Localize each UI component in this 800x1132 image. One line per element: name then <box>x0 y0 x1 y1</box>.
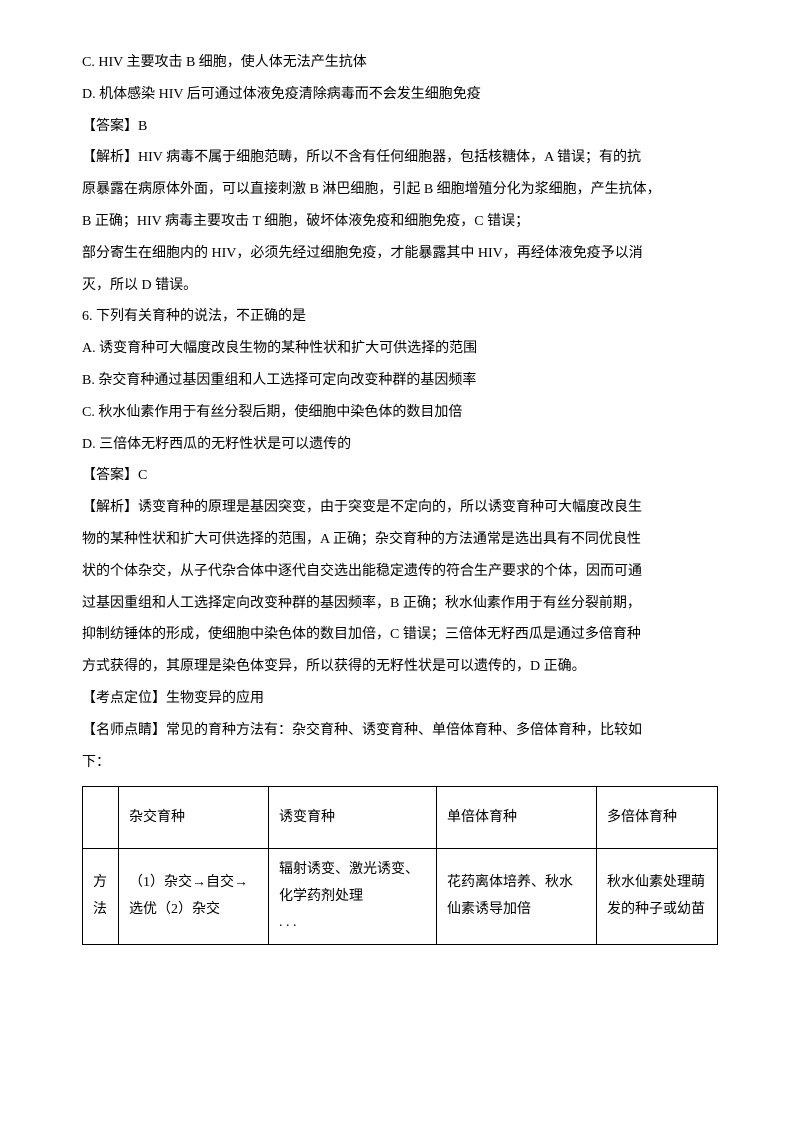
table-cell: （1）杂交→自交→选优（2）杂交 <box>119 849 269 945</box>
option-c: C. HIV 主要攻击 B 细胞，使人体无法产生抗体 <box>82 48 718 79</box>
option-a: A. 诱变育种可大幅度改良生物的某种性状和扩大可供选择的范围 <box>82 334 718 365</box>
option-d: D. 机体感染 HIV 后可通过体液免疫清除病毒而不会发生细胞免疫 <box>82 80 718 111</box>
analysis-line: 原暴露在病原体外面，可以直接刺激 B 淋巴细胞，引起 B 细胞增殖分化为浆细胞，… <box>82 175 718 206</box>
teacher-note: 下： <box>82 748 718 779</box>
table-cell: 多倍体育种 <box>597 787 718 849</box>
cell-text: . . . <box>279 910 426 937</box>
breeding-methods-table: 杂交育种 诱变育种 单倍体育种 多倍体育种 方法 （1）杂交→自交→选优（2）杂… <box>82 786 718 945</box>
answer-label: 【答案】C <box>82 461 718 492</box>
teacher-note: 【名师点睛】常见的育种方法有：杂交育种、诱变育种、单倍体育种、多倍体育种，比较如 <box>82 716 718 747</box>
analysis-line: 灭，所以 D 错误。 <box>82 271 718 302</box>
table-row: 杂交育种 诱变育种 单倍体育种 多倍体育种 <box>83 787 718 849</box>
analysis-line: 【解析】诱变育种的原理是基因突变，由于突变是不定向的，所以诱变育种可大幅度改良生 <box>82 493 718 524</box>
table-cell: 辐射诱变、激光诱变、化学药剂处理 . . . <box>269 849 437 945</box>
analysis-line: 部分寄生在细胞内的 HIV，必须先经过细胞免疫，才能暴露其中 HIV，再经体液免… <box>82 239 718 270</box>
analysis-line: 【解析】HIV 病毒不属于细胞范畴，所以不含有任何细胞器，包括核糖体，A 错误；… <box>82 143 718 174</box>
option-c: C. 秋水仙素作用于有丝分裂后期，使细胞中染色体的数目加倍 <box>82 398 718 429</box>
analysis-line: 方式获得的，其原理是染色体变异，所以获得的无籽性状是可以遗传的，D 正确。 <box>82 652 718 683</box>
analysis-line: 过基因重组和人工选择定向改变种群的基因频率，B 正确；秋水仙素作用于有丝分裂前期… <box>82 589 718 620</box>
table-cell: 杂交育种 <box>119 787 269 849</box>
cell-text: 辐射诱变、激光诱变、化学药剂处理 <box>279 857 426 910</box>
analysis-line: 状的个体杂交，从子代杂合体中逐代自交选出能稳定遗传的符合生产要求的个体，因而可通 <box>82 557 718 588</box>
table-cell: 诱变育种 <box>269 787 437 849</box>
analysis-line: 物的某种性状和扩大可供选择的范围，A 正确；杂交育种的方法通常是选出具有不同优良… <box>82 525 718 556</box>
table-cell: 方法 <box>83 849 119 945</box>
option-b: B. 杂交育种通过基因重组和人工选择可定向改变种群的基因频率 <box>82 366 718 397</box>
analysis-line: 抑制纺锤体的形成，使细胞中染色体的数目加倍，C 错误；三倍体无籽西瓜是通过多倍育… <box>82 620 718 651</box>
table-cell: 秋水仙素处理萌发的种子或幼苗 <box>597 849 718 945</box>
table-cell: 单倍体育种 <box>437 787 597 849</box>
analysis-line: B 正确；HIV 病毒主要攻击 T 细胞，破坏体液免疫和细胞免疫，C 错误； <box>82 207 718 238</box>
answer-label: 【答案】B <box>82 112 718 143</box>
table-cell <box>83 787 119 849</box>
table-cell: 花药离体培养、秋水仙素诱导加倍 <box>437 849 597 945</box>
option-d: D. 三倍体无籽西瓜的无籽性状是可以遗传的 <box>82 430 718 461</box>
question-6: 6. 下列有关育种的说法，不正确的是 <box>82 302 718 333</box>
table-row: 方法 （1）杂交→自交→选优（2）杂交 辐射诱变、激光诱变、化学药剂处理 . .… <box>83 849 718 945</box>
topic-label: 【考点定位】生物变异的应用 <box>82 684 718 715</box>
